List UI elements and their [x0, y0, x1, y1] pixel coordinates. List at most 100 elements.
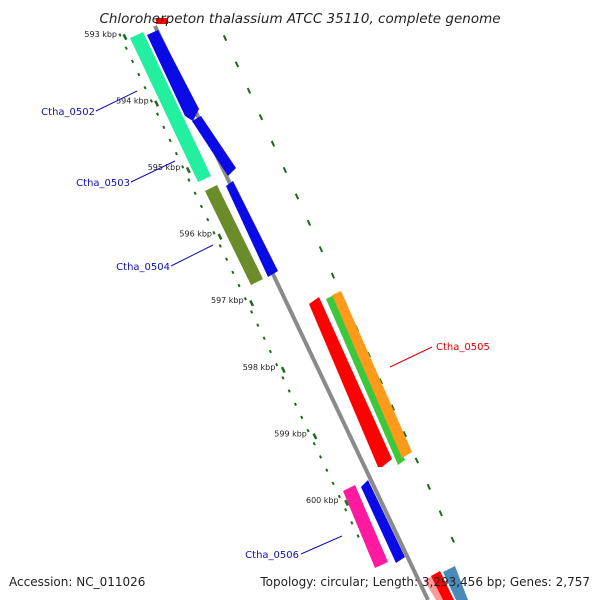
scale-ticks: 593 kbp 594 kbp 595 kbp 596 kbp 597 kbp 598 k… [84, 30, 350, 507]
inner-ring-dot [293, 402, 298, 407]
inner-ring-dot [287, 389, 291, 393]
inner-ring-dot [337, 494, 341, 499]
kbp-tick-label: 595 kbp [148, 163, 181, 172]
gene-features [130, 30, 468, 600]
gene-label-ctha-0502[interactable]: Ctha_0502 [41, 107, 95, 118]
inner-ring-dot [212, 231, 216, 235]
inner-ring-dot [237, 283, 241, 288]
inner-ring-dot [206, 217, 210, 222]
feature-blue-1[interactable] [147, 30, 199, 121]
inner-ring-dot [143, 85, 147, 90]
leader-ctha-0505 [389, 346, 433, 368]
feature-blue-2[interactable] [192, 116, 236, 176]
outer-ring-dot [426, 483, 432, 491]
gene-label-ctha-0505[interactable]: Ctha_0505 [436, 342, 490, 353]
inner-ring-dot [218, 244, 222, 248]
feature-steelblue-1[interactable] [443, 566, 468, 600]
kbp-tick-mark [154, 100, 160, 107]
map-title: Chloroherpeton thalassium ATCC 35110, co… [99, 11, 500, 27]
inner-ring-dot [231, 270, 235, 275]
feature-magenta-1[interactable] [343, 485, 388, 568]
kbp-tick-label: 596 kbp [179, 230, 212, 239]
outer-ring-dot [390, 404, 396, 411]
inner-ring-dot [350, 521, 354, 525]
leader-ctha-0503 [130, 160, 176, 183]
inner-ring-dot [193, 191, 197, 196]
feature-green-1[interactable] [326, 295, 405, 465]
inner-ring-dot [168, 138, 172, 143]
inner-ring-dot [199, 204, 204, 209]
gene-label-leaders [95, 90, 433, 555]
kbp-tick-mark [249, 299, 255, 307]
inner-ring-dot [243, 296, 247, 301]
outer-ring-dot [450, 536, 455, 543]
outer-ring-dot [246, 87, 252, 94]
gene-label-ctha-0504[interactable]: Ctha_0504 [116, 262, 170, 273]
inner-ring-dot [318, 455, 323, 459]
kbp-tick-label: 598 kbp [243, 363, 276, 372]
outer-ring-dot [306, 219, 312, 227]
outer-ring-dot [270, 140, 276, 147]
inner-ring-dot [325, 468, 329, 472]
inner-ring-dot [149, 99, 153, 103]
outer-ring-dot [318, 246, 324, 253]
feature-olive-1[interactable] [205, 185, 263, 285]
inner-ring-dot [312, 441, 316, 446]
kbp-tick-mark [280, 366, 286, 374]
feature-aquamarine-1[interactable] [130, 32, 211, 182]
inner-ring-dot [174, 151, 178, 156]
feature-red-1[interactable] [309, 297, 392, 467]
inner-ring-dot [156, 112, 160, 116]
gene-label-ctha-0503[interactable]: Ctha_0503 [76, 178, 130, 189]
kbp-tick-mark [312, 433, 318, 440]
outer-ring-dot [438, 510, 443, 517]
outer-ring-dot [222, 34, 228, 42]
inner-ring-dot [137, 72, 141, 77]
outer-ring-dot [282, 166, 288, 174]
feature-blue-3[interactable] [226, 181, 278, 277]
leader-ctha-0502 [95, 90, 138, 112]
inner-ring-dot [262, 336, 266, 341]
accession-text: Accession: NC_011026 [9, 575, 145, 589]
inner-ring-dot [268, 349, 272, 354]
inner-ring-dot [118, 33, 122, 37]
gene-label-ctha-0506[interactable]: Ctha_0506 [245, 550, 299, 561]
inner-ring-dot [250, 310, 254, 314]
inner-ring-dot [124, 46, 128, 50]
kbp-tick-label: 594 kbp [116, 97, 149, 106]
gene-labels: Ctha_0502 Ctha_0503 Ctha_0504 Ctha_0505 … [41, 107, 490, 561]
outer-ring-dot [378, 378, 384, 385]
feature-orange-1[interactable] [332, 291, 412, 458]
kbp-tick-label: 593 kbp [84, 30, 117, 39]
outer-ring-dot [414, 457, 420, 464]
inner-ring-dot [344, 507, 348, 512]
outer-ring-dot [234, 61, 240, 68]
kbp-tick-mark [122, 33, 128, 41]
outer-ring-dot [402, 430, 408, 438]
leader-ctha-0504 [170, 244, 214, 267]
inner-ring-dot [275, 362, 279, 367]
kbp-tick-label: 600 kbp [306, 496, 339, 505]
outer-ring-dot [330, 272, 336, 279]
partial-feature-top [156, 18, 168, 24]
kbp-tick-mark [344, 499, 350, 507]
inner-ring-dot [224, 257, 229, 261]
inner-ring-dot [256, 323, 260, 327]
kbp-tick-mark [185, 166, 191, 174]
feature-blue-4[interactable] [361, 480, 405, 563]
feature-red-2[interactable] [431, 571, 454, 600]
scale-rings [118, 33, 455, 543]
kbp-tick-label: 597 kbp [211, 296, 244, 305]
inner-ring-dot [300, 415, 304, 420]
inner-ring-dot [331, 481, 335, 486]
genome-summary-text: Topology: circular; Length: 3,293,456 bp… [259, 575, 590, 589]
inner-ring-dot [356, 534, 360, 538]
outer-ring-dot [294, 193, 300, 200]
inner-ring-dot [281, 376, 285, 380]
inner-ring-dot [162, 125, 166, 130]
outer-ring-dot [258, 114, 264, 121]
kbp-tick-mark [217, 233, 223, 240]
inner-ring-dot [187, 178, 191, 182]
inner-ring-dot [181, 165, 185, 169]
